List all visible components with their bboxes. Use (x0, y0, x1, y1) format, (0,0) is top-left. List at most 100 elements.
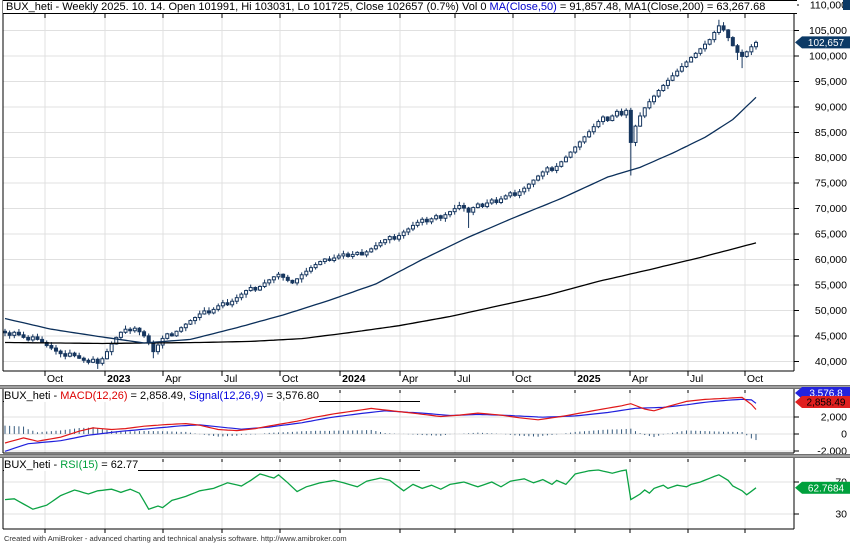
candle-up (591, 126, 596, 133)
candle-up (114, 336, 119, 345)
candle-up (554, 165, 559, 171)
rsi-axis-label: 30 (835, 509, 847, 521)
candle-up (230, 300, 235, 306)
time-axis-label: Jul (457, 373, 470, 385)
candle-up (248, 286, 253, 292)
candle-up (406, 228, 411, 233)
title-part: MA1(Close,200) (624, 1, 704, 13)
candle-up (489, 199, 494, 204)
time-axis-label: Oct (747, 373, 763, 385)
candle-up (193, 317, 198, 322)
candle-up (271, 276, 276, 281)
candle-down (3, 330, 7, 334)
splitter-main-macd[interactable] (0, 385, 850, 389)
candle-up (104, 351, 109, 360)
candle-down (281, 273, 286, 278)
candle-up (642, 107, 647, 117)
time-axis-label: Jul (224, 373, 237, 385)
candle-up (670, 75, 675, 81)
macd-line (4, 396, 757, 444)
splitter-bar[interactable] (0, 385, 850, 389)
time-axis-label: 2024 (342, 373, 366, 385)
candle-up (304, 270, 309, 276)
time-axis-label: Oct (47, 373, 63, 385)
title-part: Signal(12,26,9) (188, 390, 264, 402)
splitter-bar[interactable] (0, 454, 850, 458)
candle-up (448, 211, 453, 216)
candle-down (35, 336, 40, 340)
candle-up (373, 245, 378, 250)
candle-down (550, 167, 555, 171)
candle-up (197, 313, 202, 319)
candle-up (716, 25, 721, 33)
candle-up (220, 302, 225, 307)
candle-up (526, 183, 531, 189)
splitter-macd-rsi[interactable] (0, 454, 850, 458)
candle-down (40, 338, 45, 343)
candle-up (410, 224, 415, 230)
macd-histogram (4, 425, 757, 441)
candle-up (703, 43, 708, 50)
candle-up (318, 261, 323, 266)
gridlines (3, 4, 794, 529)
candle-up (517, 191, 522, 196)
rsi-value-tag: 62.7684 (795, 481, 850, 494)
candle-up (624, 109, 629, 116)
candle-up (91, 358, 96, 363)
candle-up (744, 51, 749, 57)
price-axis-label: 110,000 (810, 0, 847, 12)
candle-up (12, 331, 17, 336)
candle-up (457, 205, 462, 210)
candle-down (726, 29, 731, 39)
candle-down (77, 355, 82, 359)
candle-up (378, 242, 383, 247)
candle-up (582, 136, 587, 143)
candle-down (49, 345, 54, 349)
candle-up (614, 110, 619, 117)
candle-up (647, 101, 652, 109)
tag-arrow (795, 481, 802, 494)
candle-up (109, 343, 114, 353)
candle-up (753, 41, 758, 48)
candle-up (401, 231, 406, 237)
tag-arrow (795, 396, 802, 408)
candle-up (577, 141, 582, 148)
candle-down (63, 353, 68, 357)
candle-down (128, 328, 133, 332)
candle-down (151, 342, 156, 353)
candle-up (397, 235, 402, 240)
candle-down (95, 358, 100, 364)
candle-up (211, 308, 216, 314)
candle-down (137, 327, 142, 333)
title-part: RSI(15) (60, 459, 99, 471)
price-axis-label: 85,000 (815, 127, 847, 139)
candle-down (86, 359, 91, 363)
candle-up (610, 115, 615, 122)
candle-up (234, 297, 239, 302)
candle-down (466, 207, 471, 213)
macd-value-tag: 2,858.49 (795, 396, 850, 409)
candle-up (30, 336, 35, 341)
tag-box (802, 481, 850, 494)
time-axis-label: Oct (282, 373, 298, 385)
candle-down (605, 116, 610, 122)
macd-signal-line (4, 398, 757, 452)
candle-down (740, 51, 745, 57)
candle-up (239, 293, 244, 299)
candle-up (693, 52, 698, 58)
candle-down (721, 25, 726, 31)
candle-up (712, 31, 717, 41)
candle-up (322, 258, 327, 263)
candle-up (202, 310, 207, 315)
candle-up (350, 253, 355, 257)
candle-down (461, 205, 466, 209)
candle-up (596, 121, 601, 128)
time-axis-label: 2025 (577, 373, 601, 385)
tag-box (802, 396, 850, 408)
candle-up (638, 115, 643, 127)
candle-up (165, 333, 170, 339)
candle-down (253, 286, 258, 291)
candle-up (174, 330, 179, 337)
candle-down (438, 215, 443, 219)
